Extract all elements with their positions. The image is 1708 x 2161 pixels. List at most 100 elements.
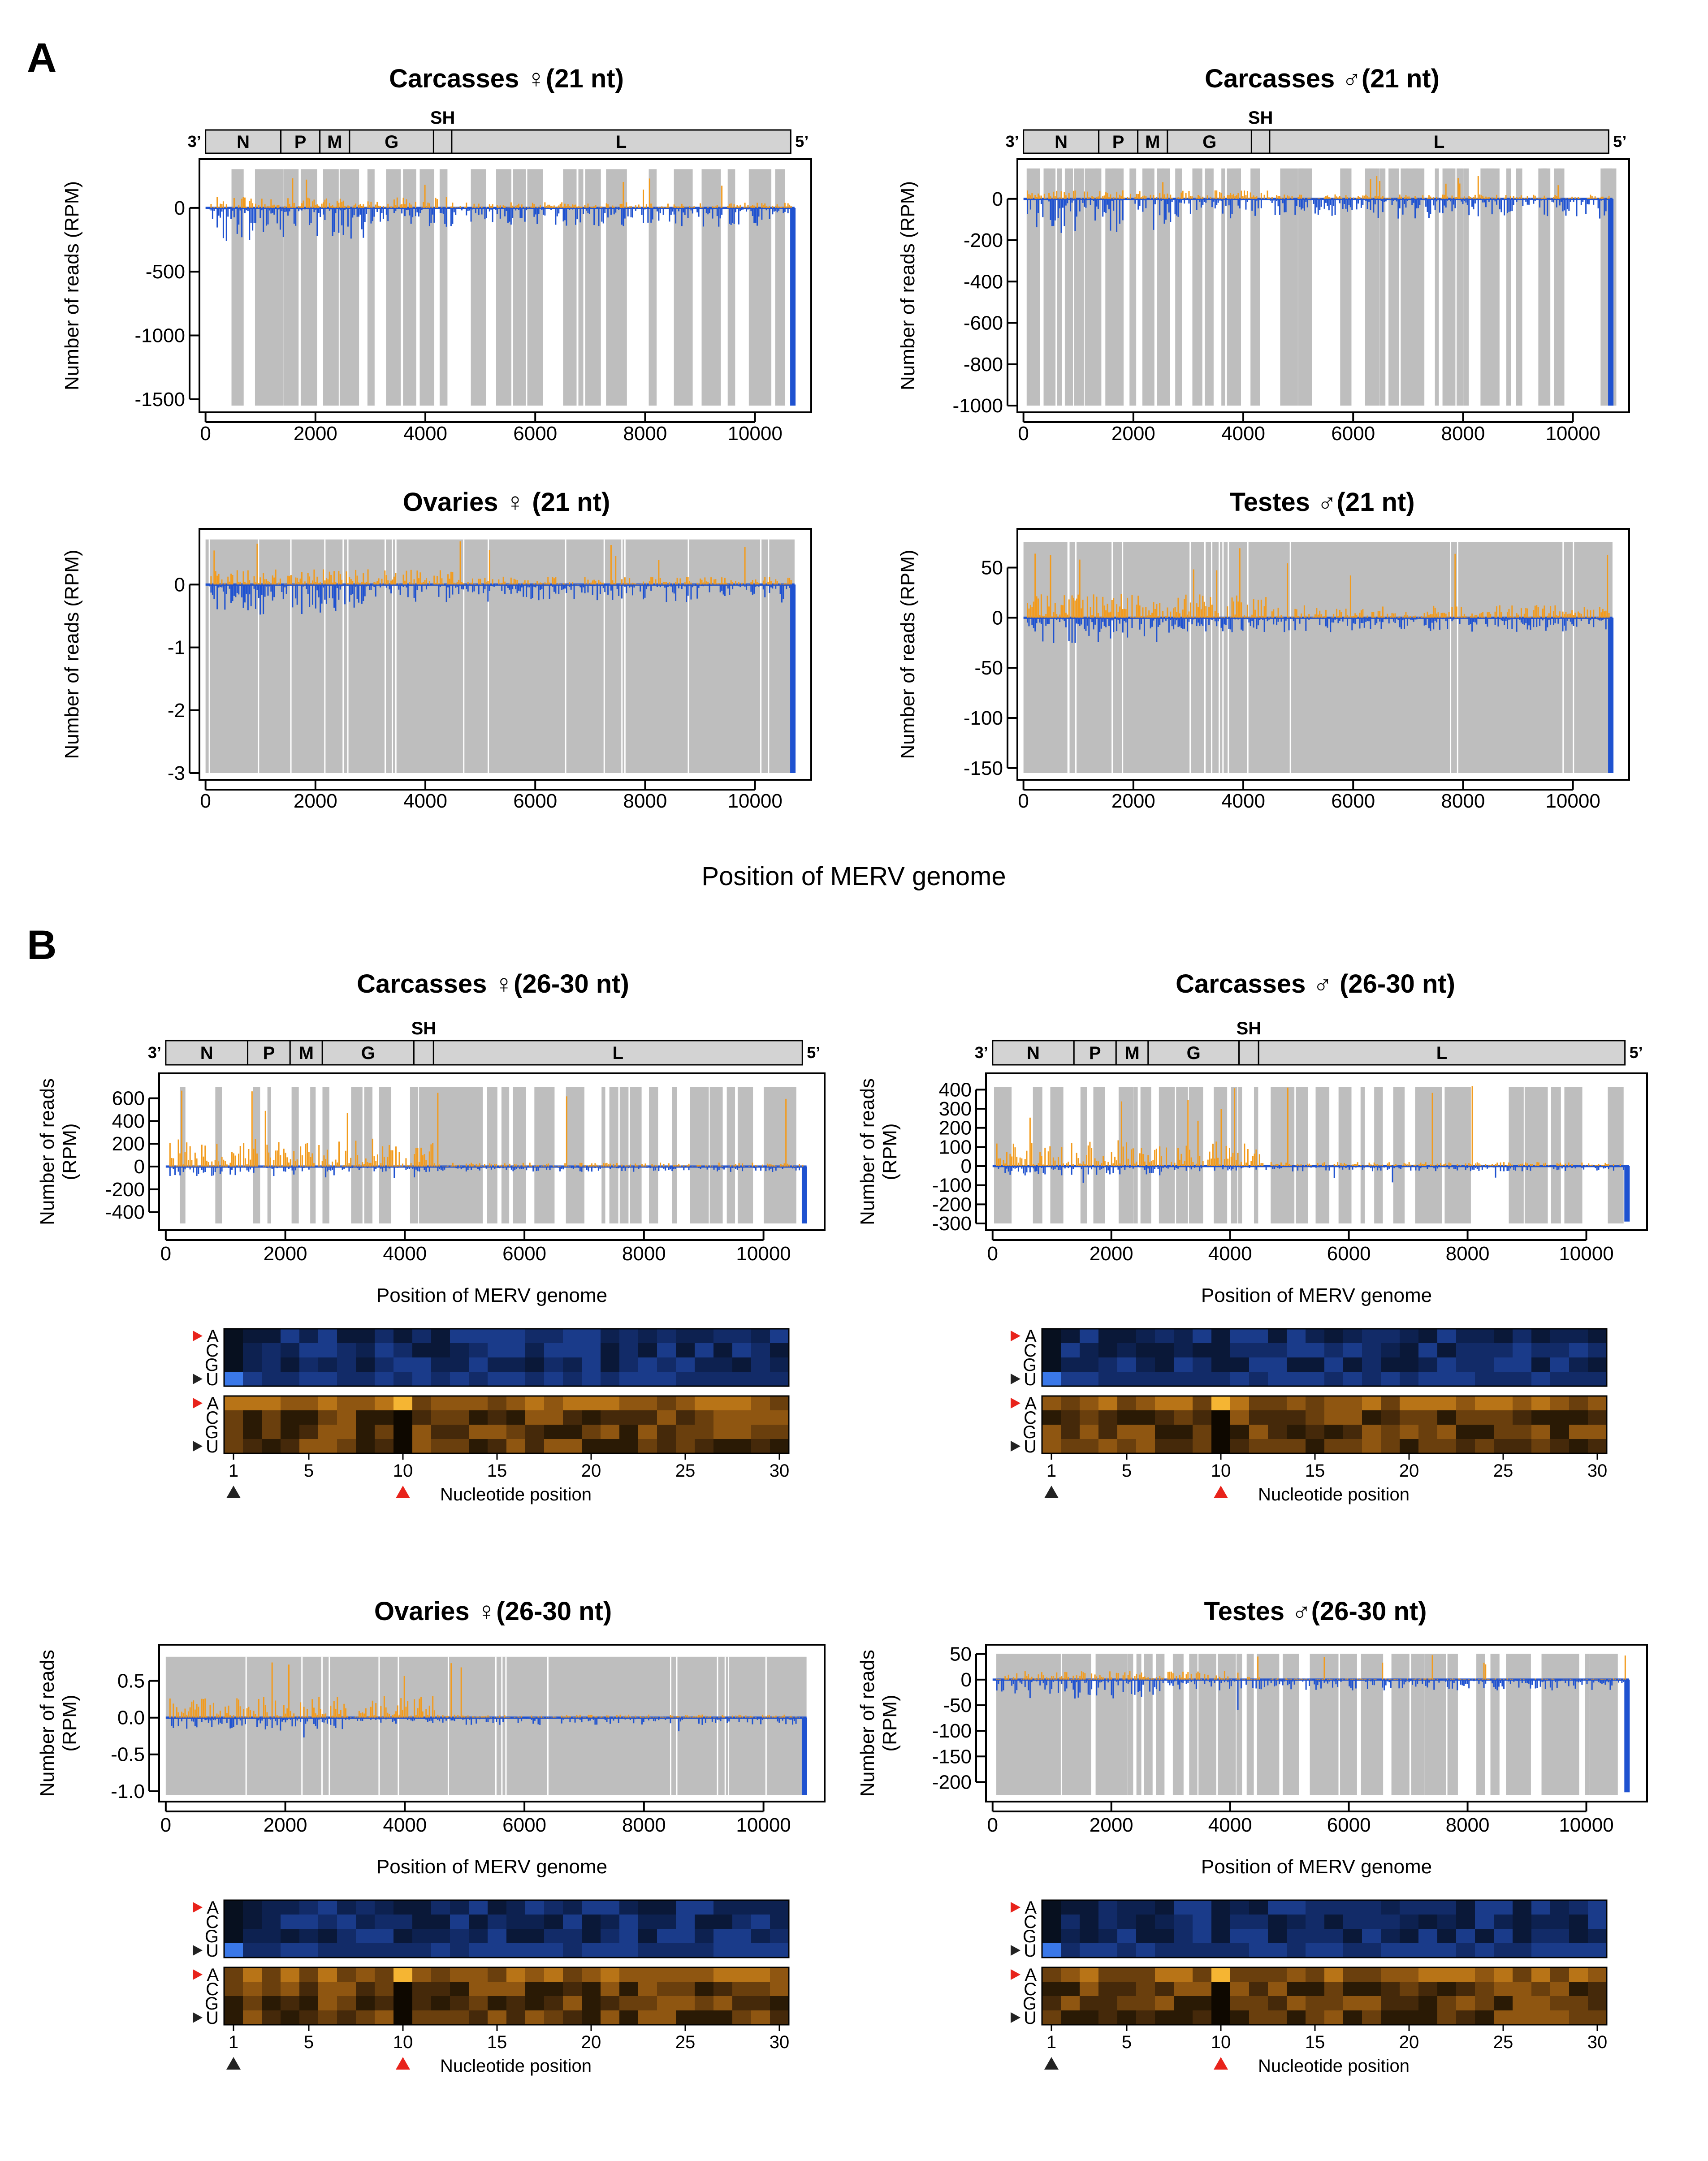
- sense-bar: [376, 581, 378, 585]
- sense-bar: [626, 1165, 628, 1167]
- sense-bar: [1184, 599, 1185, 618]
- antisense-bar: [540, 207, 541, 209]
- heatmap-tick-label: 30: [770, 1461, 790, 1481]
- antisense-bar: [597, 1167, 599, 1171]
- sense-bar: [489, 204, 490, 208]
- sense-bar: [1390, 616, 1392, 618]
- sense-bar: [327, 579, 329, 585]
- sense-bar: [629, 578, 631, 585]
- plot-frame: [158, 1072, 826, 1231]
- antisense-bar: [1268, 618, 1270, 620]
- sense-bar: [1463, 196, 1465, 199]
- antisense-bar: [1310, 199, 1311, 201]
- antisense-bar: [661, 1167, 663, 1168]
- antisense-bar: [770, 584, 772, 588]
- sense-bar: [1423, 198, 1425, 199]
- sense-bar: [1136, 194, 1137, 199]
- sense-bar: [1208, 606, 1210, 618]
- sense-bar: [199, 1166, 201, 1167]
- antisense-bar: [1234, 618, 1236, 620]
- antisense-bar: [198, 1167, 199, 1174]
- sense-bar: [1196, 603, 1198, 618]
- coverage-gap-bar: [649, 169, 657, 406]
- chart-b1: 0 2000 4000 6000 8000 100006004002000-200-400…: [36, 969, 826, 1504]
- antisense-bar: [769, 584, 770, 593]
- antisense-bar: [587, 207, 589, 213]
- sense-bar: [1414, 615, 1416, 618]
- sense-bar: [527, 580, 529, 585]
- antisense-bar: [1141, 1166, 1142, 1167]
- coverage-gap-bar: [476, 169, 486, 406]
- y-tick-label: -1500: [134, 389, 185, 411]
- antisense-bar: [713, 584, 715, 585]
- heatmap-cell: [770, 1410, 789, 1425]
- antisense-bar: [1152, 1166, 1154, 1173]
- sense-bar: [1216, 570, 1218, 618]
- antisense-bar: [1176, 618, 1177, 621]
- antisense-bar: [1487, 618, 1488, 627]
- sense-bar: [1198, 606, 1199, 618]
- antisense-bar: [435, 584, 437, 585]
- sense-bar: [1182, 609, 1184, 618]
- sense-bar: [214, 1160, 216, 1167]
- sense-bar: [1470, 197, 1471, 199]
- sense-bar: [249, 580, 251, 585]
- sense-bar: [510, 202, 512, 208]
- antisense-bar: [211, 1167, 213, 1176]
- antisense-bar: [670, 584, 672, 587]
- sense-bar: [572, 582, 574, 585]
- heatmap-cell: [262, 1372, 281, 1386]
- sense-bar: [466, 203, 467, 208]
- antisense-bar: [1376, 618, 1378, 623]
- sense-bar: [402, 1163, 403, 1167]
- heatmap-cell: [375, 1372, 393, 1386]
- sense-bar: [430, 207, 432, 208]
- antisense-bar: [1048, 199, 1050, 202]
- antisense-bar: [224, 584, 226, 610]
- antisense-bar: [1146, 1166, 1147, 1175]
- sense-bar: [419, 572, 421, 585]
- antisense-bar: [1217, 618, 1219, 622]
- sense-bar: [367, 569, 369, 585]
- sense-bar: [471, 1163, 472, 1167]
- heatmap-cell: [601, 1396, 619, 1410]
- antisense-bar: [480, 1167, 482, 1168]
- sense-bar: [433, 575, 435, 585]
- antisense-bar: [1275, 1166, 1277, 1167]
- gene-box-g: [349, 129, 434, 154]
- sense-bar: [789, 204, 791, 208]
- antisense-bar: [1277, 1166, 1279, 1168]
- antisense-bar: [1180, 618, 1182, 628]
- coverage-gap-bar: [1175, 168, 1182, 406]
- sense-bar: [1227, 606, 1228, 618]
- sense-bar: [261, 199, 263, 208]
- sense-bar: [1274, 1165, 1276, 1166]
- coverage-gap-bar: [346, 169, 359, 406]
- sense-bar: [435, 1165, 437, 1167]
- antisense-bar: [1251, 618, 1253, 621]
- antisense-bar: [613, 207, 615, 215]
- sense-bar: [1242, 617, 1244, 618]
- sense-bar: [350, 579, 352, 585]
- sense-bar: [1355, 1164, 1357, 1166]
- antisense-bar: [437, 1167, 439, 1171]
- sense-bar: [1534, 195, 1536, 199]
- sense-bar: [323, 202, 324, 208]
- sense-bar: [1182, 190, 1184, 199]
- antisense-bar: [1330, 199, 1332, 205]
- antisense-bar: [521, 1167, 523, 1169]
- antisense-bar: [656, 207, 658, 212]
- sense-bar: [224, 207, 226, 208]
- sense-bar: [330, 206, 332, 208]
- antisense-bar: [638, 584, 640, 585]
- antisense-bar: [267, 207, 269, 225]
- antisense-bar: [1580, 618, 1582, 621]
- sense-bar: [1059, 614, 1061, 618]
- sense-bar: [1107, 193, 1108, 199]
- sense-bar: [513, 207, 515, 208]
- antisense-bar: [293, 1167, 295, 1175]
- sense-bar: [1127, 597, 1129, 618]
- black-arrow-icon: [193, 1374, 203, 1384]
- antisense-bar: [1559, 199, 1561, 206]
- sense-bar: [181, 1090, 182, 1167]
